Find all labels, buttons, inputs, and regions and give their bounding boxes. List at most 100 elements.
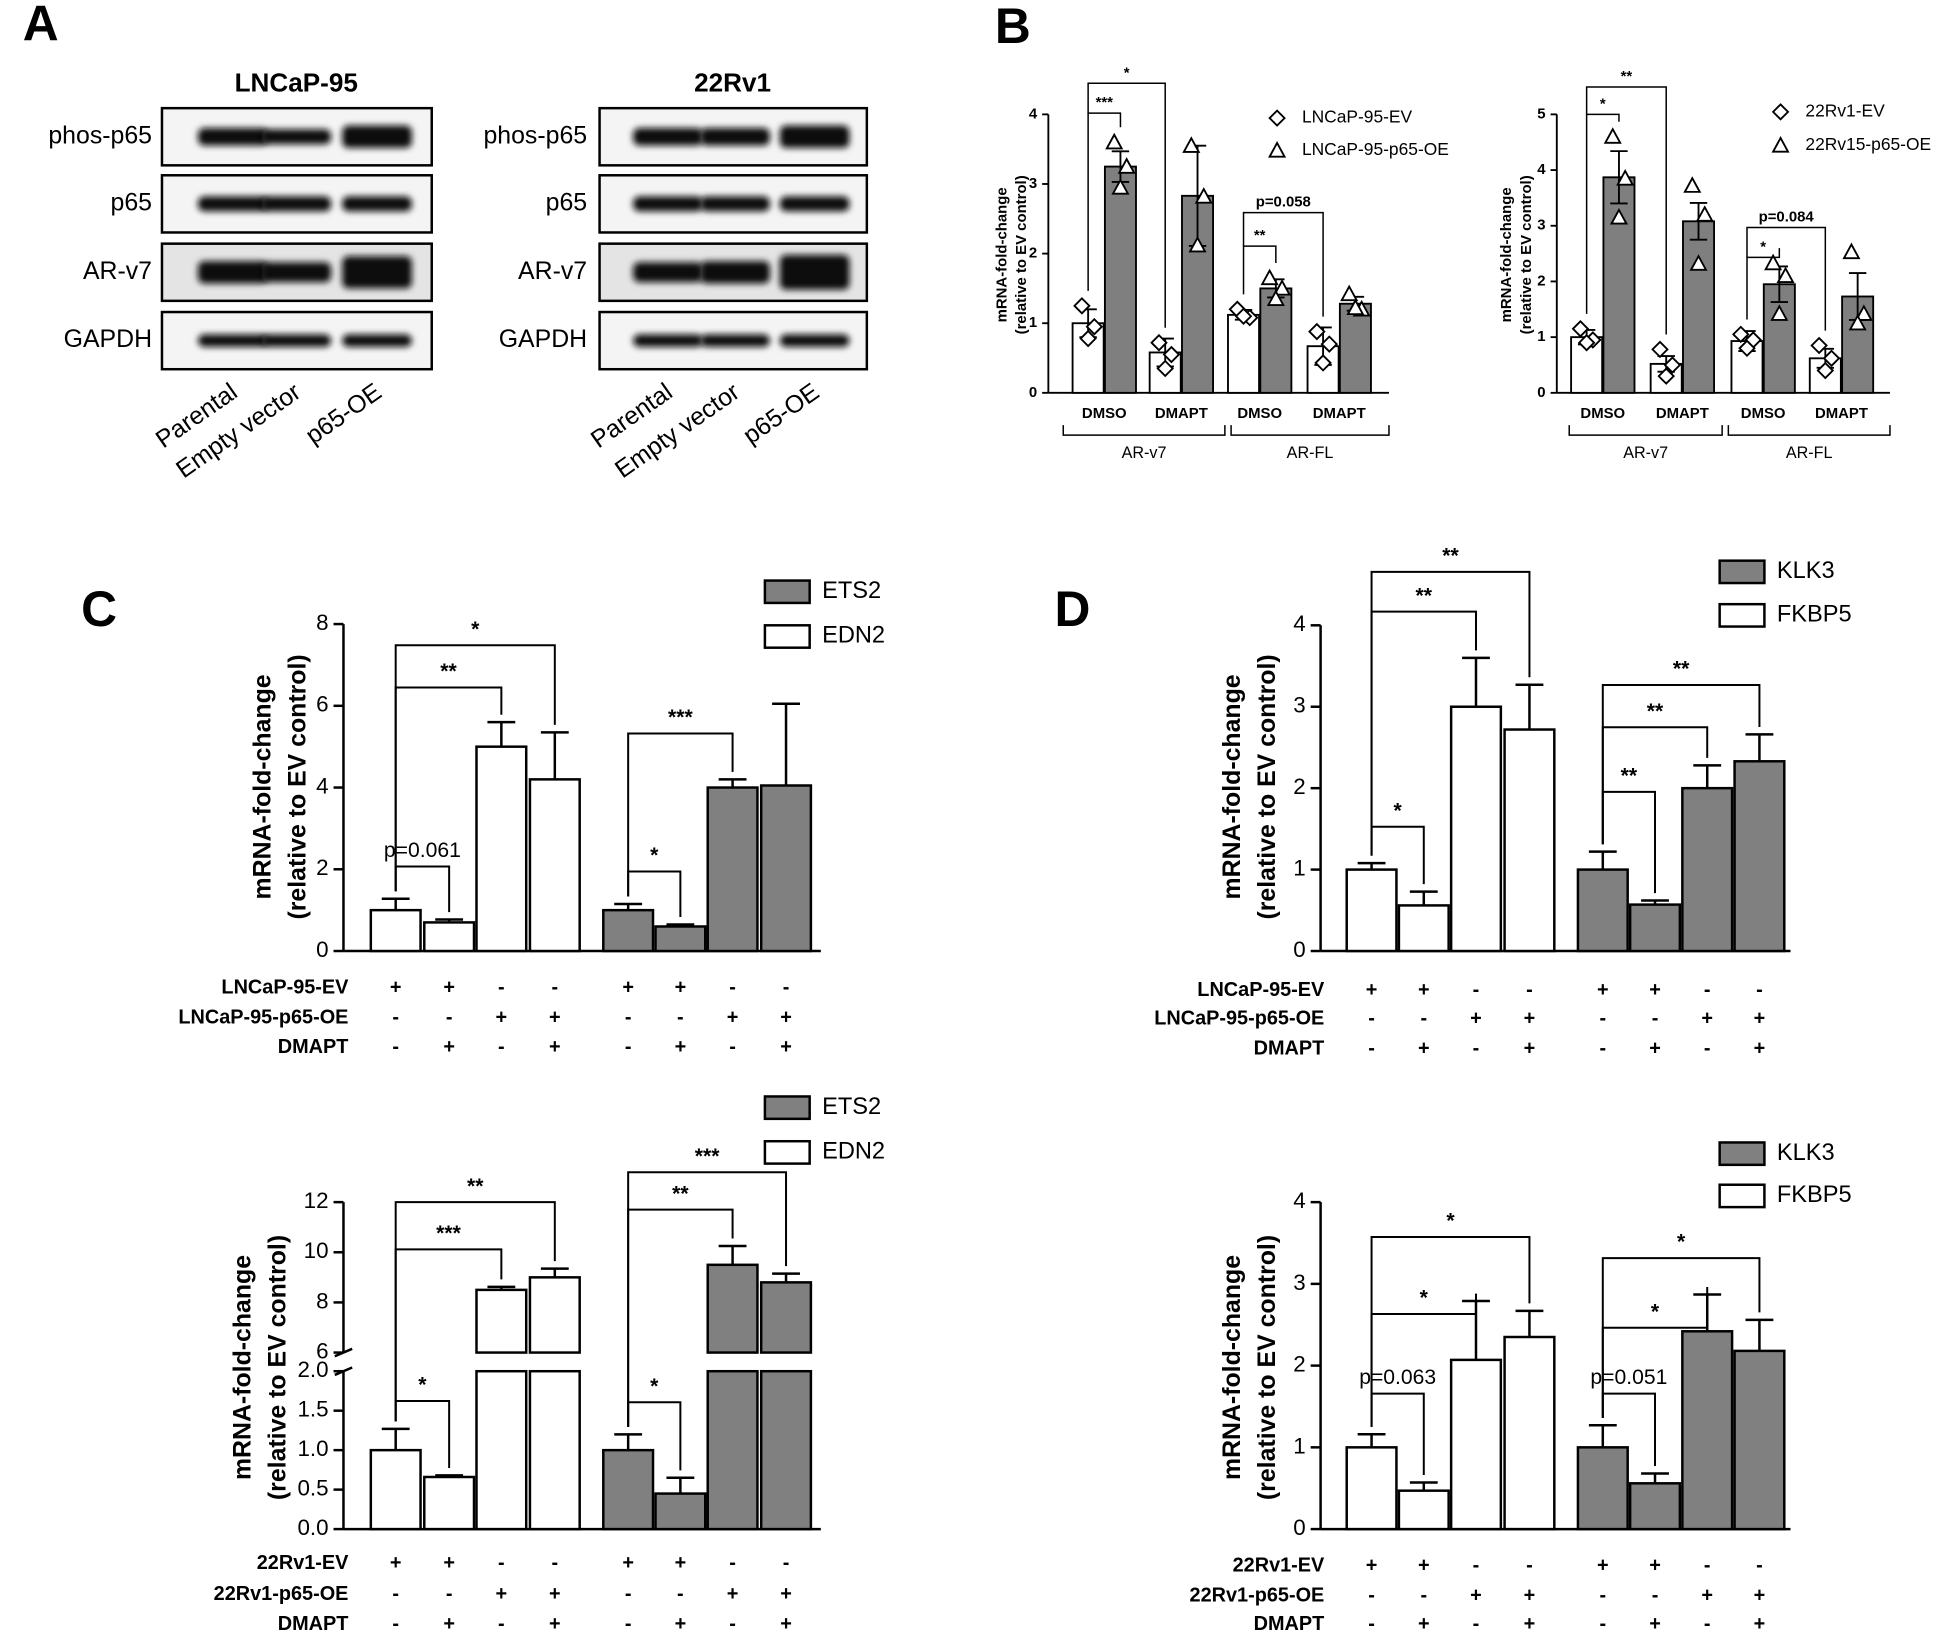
- bar: [369, 1448, 422, 1531]
- y-tick-label: 4: [316, 773, 328, 798]
- blot-band: [198, 334, 268, 347]
- y-tick-label: 1.5: [297, 1397, 328, 1422]
- blot-band: [779, 125, 850, 148]
- significance-label: *: [1124, 65, 1130, 81]
- condition-sign: -: [1368, 1008, 1375, 1030]
- bar: [1397, 1489, 1450, 1531]
- point-marker: [1651, 340, 1669, 359]
- bar: [1449, 1358, 1503, 1531]
- group-label: AR-v7: [1623, 444, 1668, 462]
- error-bar: [381, 1427, 410, 1451]
- blot-band: [342, 125, 412, 148]
- error-bar: [1462, 656, 1490, 707]
- legend-swatch: [763, 1095, 811, 1121]
- significance-bracket: [1087, 112, 1122, 291]
- legend-label: EDN2: [822, 1139, 885, 1165]
- y-tick-label: 3: [1029, 176, 1037, 192]
- condition-label: 22Rv1-EV: [257, 1552, 349, 1574]
- bar: [706, 1263, 759, 1354]
- group-label: AR-FL: [1287, 444, 1334, 462]
- condition-sign: +: [727, 1583, 739, 1605]
- panel-label: B: [995, 0, 1031, 54]
- legend-label: LNCaP-95-EV: [1302, 107, 1413, 127]
- blot-band: [633, 196, 703, 212]
- bar: [475, 1369, 528, 1531]
- point-marker: [1162, 345, 1181, 364]
- condition-sign: +: [1649, 979, 1661, 1001]
- blot-row-label: GAPDH: [499, 325, 587, 353]
- condition-label: DMAPT: [278, 1036, 349, 1058]
- condition-sign: -: [551, 1552, 558, 1574]
- bar: [1682, 220, 1715, 394]
- condition-sign: +: [1754, 1613, 1766, 1635]
- error-bar: [1588, 850, 1617, 870]
- point-marker: [1308, 322, 1326, 341]
- bar: [1576, 868, 1629, 953]
- legend-label: KLK3: [1777, 558, 1835, 584]
- condition-sign: -: [1756, 1555, 1763, 1577]
- condition-label: DMAPT: [1254, 1613, 1325, 1635]
- condition-sign: +: [1649, 1037, 1661, 1059]
- bar: [1345, 868, 1398, 953]
- point-marker: [1616, 169, 1635, 186]
- blot-band: [261, 129, 332, 145]
- blot-band: [779, 196, 850, 212]
- condition-sign: +: [622, 977, 634, 999]
- bar: [528, 778, 581, 953]
- significance-label: **: [1621, 69, 1633, 85]
- condition-label: 22Rv1-p65-OE: [1190, 1584, 1325, 1606]
- bar: [1345, 1446, 1398, 1531]
- bar: [1338, 302, 1372, 394]
- y-axis-label: mRNA-fold-change: [1218, 1255, 1246, 1480]
- blot-band: [700, 128, 770, 146]
- point-marker: [1273, 279, 1292, 296]
- condition-sign: +: [496, 1583, 508, 1605]
- legend-label: EDN2: [822, 623, 885, 649]
- condition-label: DMAPT: [278, 1613, 349, 1635]
- error-bar: [772, 1272, 800, 1283]
- condition-label: LNCaP-95-p65-OE: [1154, 1008, 1324, 1030]
- condition-sign: -: [1473, 979, 1480, 1001]
- y-axis-label: mRNA-fold-change: [248, 674, 276, 899]
- y-axis-label: mRNA-fold-change: [229, 1255, 257, 1480]
- point-marker: [1810, 336, 1828, 355]
- significance-label: *: [1446, 1210, 1455, 1233]
- condition-label: LNCaP-95-EV: [221, 977, 349, 999]
- significance-label: **: [1647, 700, 1664, 723]
- point-marker: [1079, 329, 1097, 348]
- bar: [602, 908, 655, 953]
- significance-label: *: [418, 1374, 427, 1397]
- bar: [528, 1369, 581, 1531]
- y-tick-label: 12: [304, 1188, 329, 1213]
- legend-swatch: [1718, 1141, 1766, 1167]
- significance-label: *: [1760, 239, 1766, 255]
- blot-band: [198, 128, 268, 146]
- condition-sign: -: [446, 1006, 453, 1028]
- error-bar: [381, 897, 410, 911]
- point-marker: [1695, 205, 1714, 222]
- condition-sign: +: [780, 1006, 792, 1028]
- condition-label: 22Rv1-EV: [1233, 1555, 1325, 1577]
- blot-band: [779, 254, 850, 290]
- error-bar: [666, 1476, 695, 1494]
- blot-band: [261, 196, 332, 212]
- point-marker: [1663, 356, 1682, 374]
- point-marker: [1854, 304, 1873, 321]
- condition-sign: -: [1368, 1584, 1375, 1606]
- y-axis-label: mRNA-fold-change: [1499, 187, 1515, 322]
- error-bar: [614, 1433, 643, 1451]
- point-marker: [1156, 359, 1174, 378]
- x-tick-label: DMSO: [1741, 406, 1786, 422]
- y-tick-label: 4: [1029, 106, 1038, 122]
- significance-bracket: [1242, 211, 1324, 317]
- y-tick-label: 0.0: [297, 1515, 328, 1540]
- y-tick-label: 2: [1029, 246, 1037, 262]
- significance-label: p=0.063: [1359, 1366, 1436, 1389]
- significance-bracket: [1601, 1257, 1761, 1418]
- x-tick-label: DMAPT: [1656, 406, 1709, 422]
- condition-sign: +: [675, 1613, 687, 1635]
- legend-swatch: [763, 624, 811, 649]
- y-tick-label: 3: [1293, 693, 1305, 718]
- point-marker: [1822, 349, 1841, 368]
- blot-band: [198, 261, 268, 284]
